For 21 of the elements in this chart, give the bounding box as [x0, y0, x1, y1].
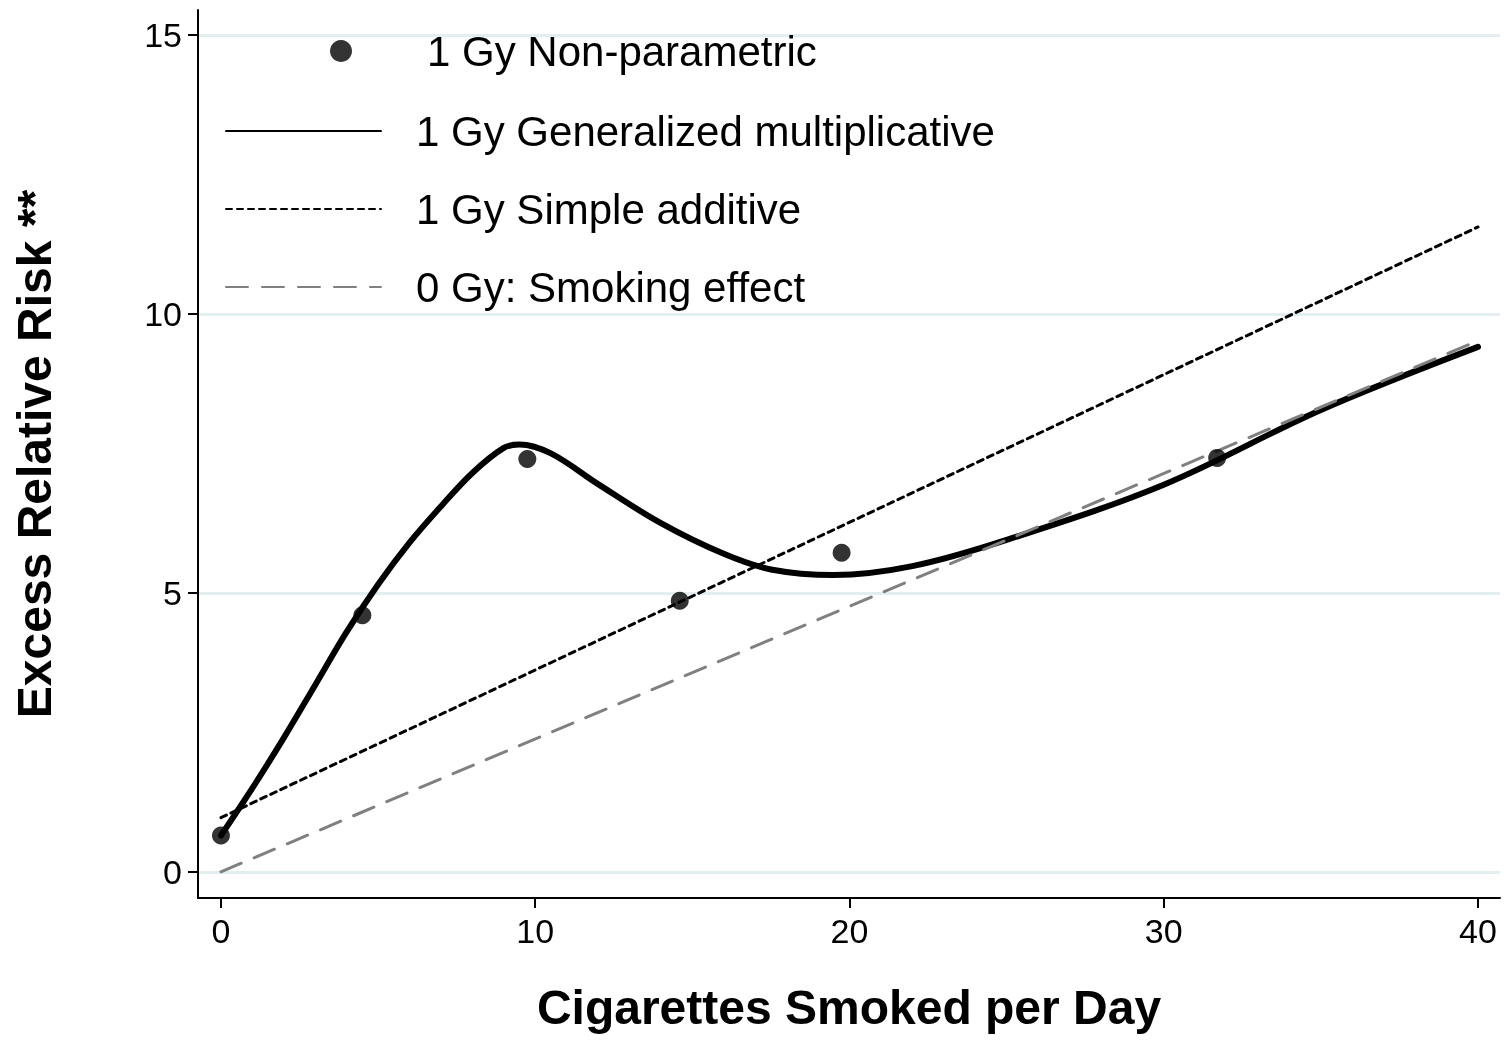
- point: [832, 543, 851, 562]
- point: [670, 591, 689, 610]
- x-axis-title: Cigarettes Smoked per Day: [536, 980, 1162, 1034]
- x-tick-label: 0: [211, 912, 231, 950]
- x-tick-label: 20: [830, 912, 869, 950]
- y-tick-label: 10: [144, 294, 182, 333]
- point: [211, 826, 230, 845]
- x-tick-label: 30: [1144, 912, 1183, 950]
- point: [518, 450, 537, 469]
- x-tick-label: 40: [1459, 912, 1497, 950]
- y-tick-label: 0: [163, 852, 182, 891]
- y-axis-title: Excess Relative Risk **: [7, 189, 61, 719]
- x-tick-label: 10: [516, 912, 555, 950]
- y-tick-label: 15: [144, 16, 182, 55]
- legend-label: 1 Gy Non-parametric: [427, 27, 817, 75]
- point: [1208, 448, 1227, 467]
- legend-label: 0 Gy: Smoking effect: [416, 263, 806, 311]
- legend-label: 1 Gy Simple additive: [416, 185, 802, 233]
- y-tick-label: 5: [163, 573, 182, 612]
- legend-label: 1 Gy Generalized multiplicative: [416, 107, 995, 155]
- point: [353, 606, 372, 625]
